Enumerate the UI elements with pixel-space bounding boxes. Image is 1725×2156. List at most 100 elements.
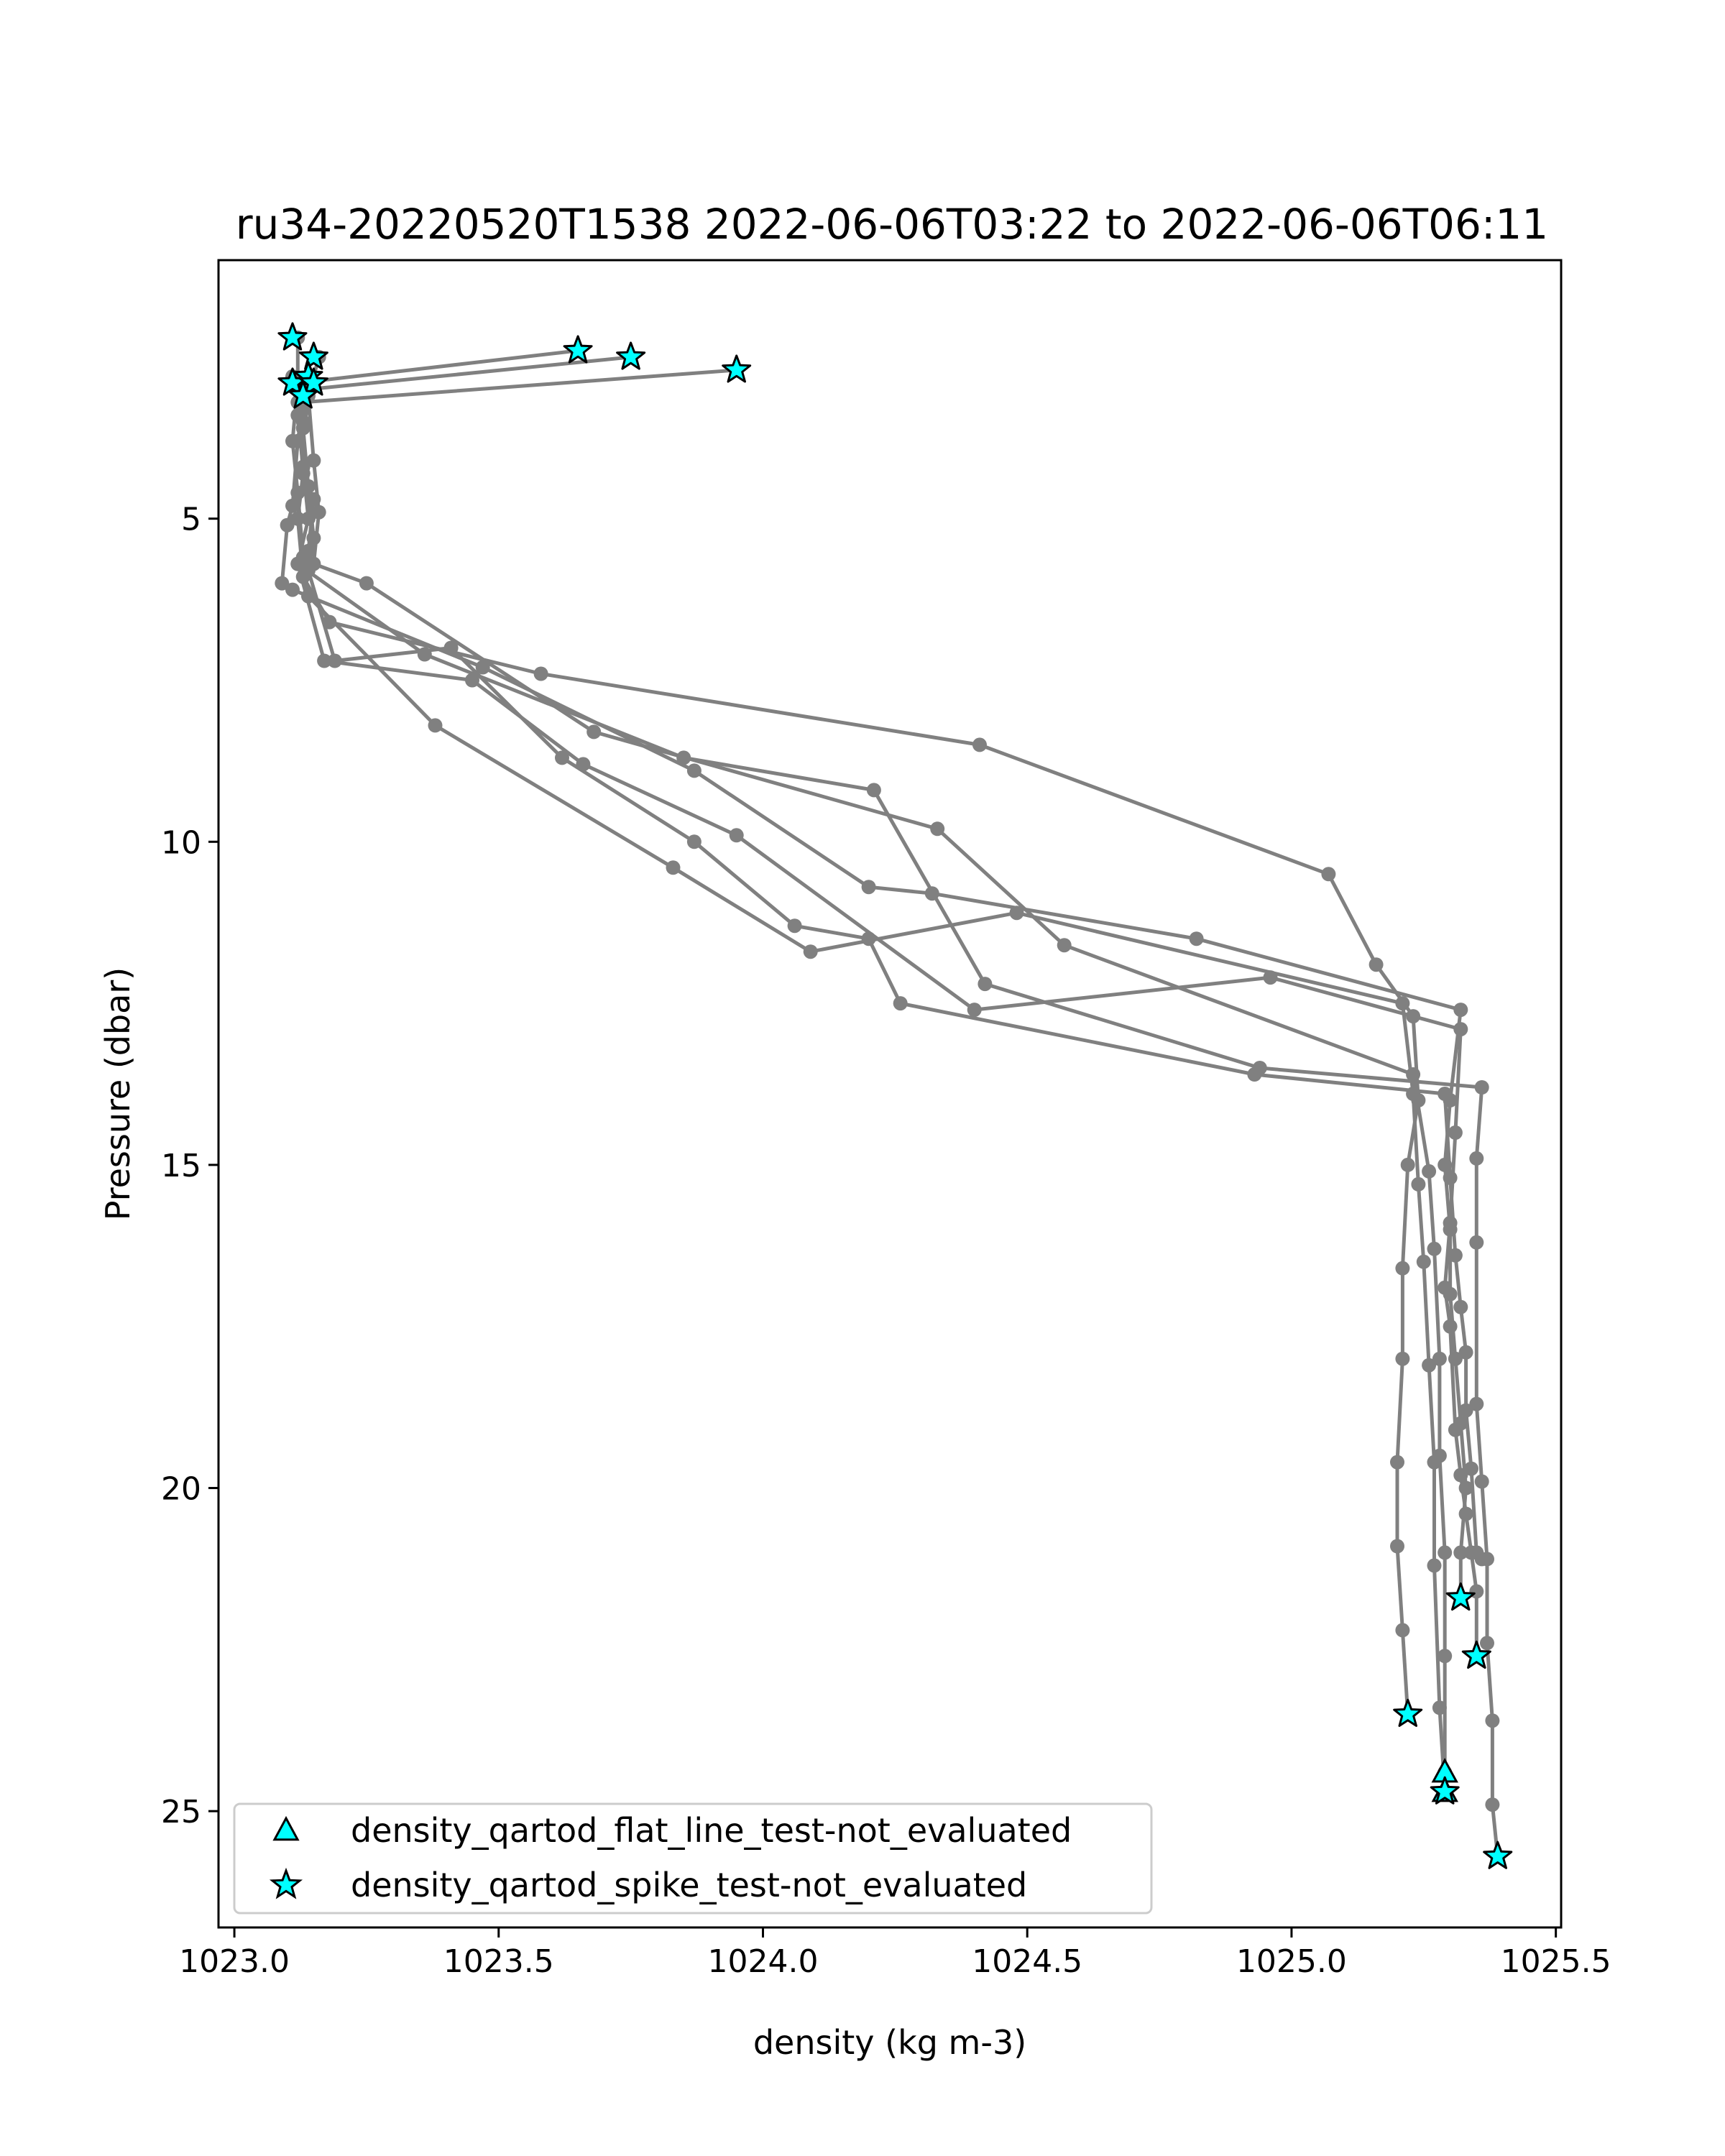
x-axis: 1023.0 1023.5 1024.0 1024.5 1025.0 1025.5 <box>179 1927 1611 1980</box>
data-point <box>1427 1241 1442 1256</box>
data-point <box>930 821 945 837</box>
legend-label: density_qartod_spike_test-not_evaluated <box>351 1866 1027 1904</box>
data-point <box>301 479 316 494</box>
y-tick-label: 5 <box>181 502 201 538</box>
data-point <box>317 653 332 668</box>
data-point <box>533 666 548 681</box>
data-point <box>1321 867 1336 882</box>
spike-marker <box>277 322 308 351</box>
series-line <box>295 355 1420 1715</box>
data-point <box>1432 1351 1447 1366</box>
x-tick-label: 1023.0 <box>179 1943 290 1980</box>
x-tick-label: 1023.5 <box>443 1943 554 1980</box>
spike-marker <box>1393 1698 1423 1727</box>
data-point <box>1480 1636 1494 1651</box>
data-point <box>327 653 342 668</box>
data-point <box>1247 1067 1262 1082</box>
series-line <box>280 368 1468 1598</box>
x-tick-label: 1025.0 <box>1236 1943 1347 1980</box>
legend-box <box>233 1802 1153 1915</box>
y-axis: 5 10 15 20 25 <box>161 502 218 1830</box>
data-point <box>1448 1248 1463 1263</box>
data-point <box>1390 1455 1404 1470</box>
data-point <box>586 724 602 740</box>
data-point <box>1485 1713 1500 1728</box>
data-point <box>1395 996 1410 1011</box>
data-point <box>301 563 316 578</box>
spike-marker <box>1445 1582 1476 1611</box>
data-point <box>666 860 681 875</box>
spike-marker <box>298 341 328 370</box>
spike-marker <box>1461 1640 1491 1669</box>
data-point <box>280 517 295 533</box>
data-point <box>1458 1345 1473 1360</box>
data-point <box>1400 1157 1415 1172</box>
data-point <box>443 640 459 655</box>
data-point <box>861 880 876 895</box>
data-point <box>1422 1164 1437 1179</box>
data-point <box>275 576 290 591</box>
data-point <box>1411 1176 1426 1192</box>
data-point <box>1474 1474 1489 1489</box>
data-point <box>1448 1422 1463 1437</box>
x-tick-label: 1024.0 <box>708 1943 819 1980</box>
data-point <box>1416 1254 1431 1269</box>
x-axis-label: density (kg m-3) <box>753 2023 1026 2062</box>
data-point <box>1368 957 1384 972</box>
data-point <box>861 931 876 946</box>
data-point <box>1443 1170 1458 1185</box>
plot-area <box>275 322 1513 1869</box>
data-point <box>359 576 374 591</box>
data-point <box>1443 1319 1458 1334</box>
data-point <box>787 918 802 934</box>
data-point <box>729 828 744 843</box>
y-tick-label: 25 <box>161 1794 201 1830</box>
legend: density_qartod_flat_line_test-not_evalua… <box>233 1802 1153 1915</box>
data-point <box>1474 1552 1489 1567</box>
legend-label: density_qartod_flat_line_test-not_evalua… <box>351 1811 1072 1850</box>
data-point <box>1458 1403 1473 1418</box>
x-tick-label: 1024.5 <box>972 1943 1082 1980</box>
data-point <box>1438 1649 1453 1664</box>
data-point <box>1453 1468 1468 1483</box>
data-point <box>285 498 300 513</box>
data-point <box>290 556 305 571</box>
data-point <box>1453 1022 1468 1037</box>
legend-triangle-icon <box>272 1815 300 1841</box>
data-point <box>1390 1539 1404 1554</box>
data-point <box>866 783 881 798</box>
data-point <box>465 673 479 688</box>
data-point <box>290 407 305 423</box>
chart-title: ru34-20220520T1538 2022-06-06T03:22 to 2… <box>236 200 1548 249</box>
data-point <box>1448 1125 1463 1140</box>
y-tick-label: 15 <box>161 1148 201 1184</box>
data-point <box>978 977 993 992</box>
data-point <box>1469 1151 1484 1166</box>
data-point <box>290 485 305 500</box>
data-point <box>1427 1558 1442 1573</box>
data-point <box>676 750 691 765</box>
data-point <box>1453 1003 1468 1018</box>
data-point <box>295 420 310 436</box>
data-point <box>1469 1396 1484 1411</box>
data-point <box>555 750 569 765</box>
data-point <box>1432 1448 1447 1463</box>
data-point <box>1485 1797 1500 1812</box>
data-point <box>1395 1623 1410 1638</box>
data-point <box>306 530 321 545</box>
spike-marker <box>288 380 318 409</box>
spike-marker <box>1430 1776 1460 1805</box>
data-point <box>1464 1461 1478 1476</box>
data-point <box>311 505 326 520</box>
data-point <box>285 582 300 597</box>
data-point <box>803 944 818 959</box>
data-point <box>1263 970 1278 985</box>
y-tick-label: 20 <box>161 1471 201 1508</box>
series-line <box>290 376 1478 1657</box>
data-point <box>306 453 321 468</box>
x-tick-label: 1025.5 <box>1501 1943 1611 1980</box>
data-point <box>1453 1545 1468 1560</box>
spike-markers <box>277 322 1513 1869</box>
data-point <box>1057 938 1072 953</box>
